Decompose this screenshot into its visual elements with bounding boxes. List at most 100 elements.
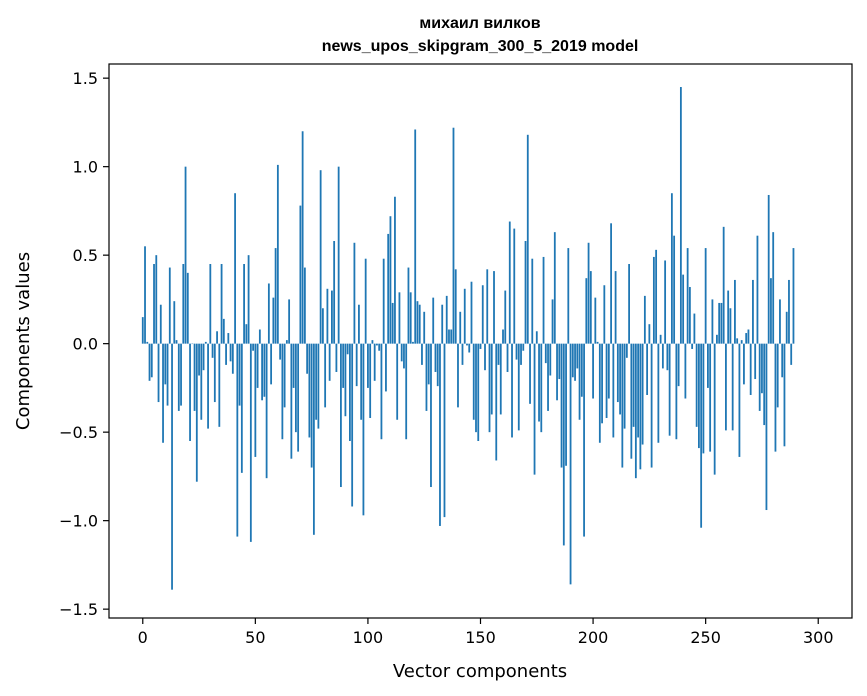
bar: [709, 343, 712, 452]
bar: [362, 343, 365, 516]
bar: [385, 343, 387, 392]
bar: [396, 343, 399, 420]
bar: [279, 343, 282, 360]
bar: [234, 193, 236, 344]
bar: [664, 260, 667, 344]
bar: [619, 343, 621, 415]
bar: [531, 258, 534, 344]
bar: [391, 302, 394, 344]
bar-series: [141, 87, 795, 590]
bar: [486, 269, 489, 344]
bar: [389, 216, 392, 344]
bar: [454, 269, 457, 344]
bar: [520, 343, 522, 365]
bar: [542, 256, 545, 344]
bar: [373, 343, 376, 381]
bar: [331, 290, 333, 344]
bar: [639, 343, 642, 470]
bar: [684, 343, 687, 399]
bar: [693, 313, 696, 344]
bar: [407, 267, 410, 344]
bar: [756, 235, 759, 344]
bar: [643, 295, 646, 344]
x-tick-label: 100: [353, 628, 384, 647]
bar: [792, 248, 795, 344]
bar: [209, 264, 212, 344]
bar: [538, 343, 540, 422]
bar: [740, 340, 743, 344]
bar: [592, 343, 594, 399]
bar: [353, 242, 356, 344]
bar: [216, 331, 218, 344]
bar: [265, 343, 268, 479]
bar: [551, 299, 554, 344]
bar: [430, 343, 432, 488]
bar: [722, 226, 725, 344]
bar: [349, 343, 351, 441]
bar: [589, 271, 592, 344]
bar: [418, 304, 421, 344]
bar: [171, 343, 173, 590]
bar: [180, 343, 182, 406]
bar: [702, 343, 705, 454]
bar: [220, 264, 223, 344]
bar: [558, 343, 561, 380]
bar: [630, 343, 633, 459]
bar: [547, 343, 549, 411]
bar: [650, 343, 653, 468]
bar: [675, 343, 678, 440]
bar: [670, 193, 673, 344]
bar: [247, 255, 250, 344]
bar: [700, 343, 703, 528]
bar: [562, 343, 565, 546]
bar: [274, 248, 277, 344]
bar: [788, 279, 790, 344]
bar: [459, 311, 462, 344]
bar: [481, 285, 484, 344]
bar: [661, 343, 664, 369]
bar: [400, 343, 403, 362]
bar: [340, 343, 342, 488]
bar: [745, 333, 748, 344]
bar: [749, 343, 752, 395]
bar: [679, 87, 682, 344]
bar: [522, 343, 525, 351]
bar: [364, 258, 367, 344]
bar: [445, 295, 448, 344]
bar: [450, 329, 453, 344]
bar: [315, 343, 318, 420]
bar: [337, 166, 340, 344]
x-tick-label: 150: [465, 628, 496, 647]
bar: [761, 343, 763, 394]
bar: [189, 343, 191, 441]
bar: [632, 343, 635, 427]
bar: [623, 343, 626, 429]
bar: [506, 343, 509, 372]
x-tick-label: 200: [578, 628, 609, 647]
bar: [148, 343, 151, 381]
bar: [272, 297, 275, 344]
bar: [648, 324, 651, 344]
bar: [441, 304, 444, 344]
bar: [346, 343, 349, 355]
bar: [427, 343, 430, 385]
bar: [457, 343, 459, 408]
bar: [342, 343, 345, 388]
y-axis-label: Components values: [13, 252, 34, 430]
bar: [668, 343, 671, 436]
bar: [743, 343, 745, 385]
bar: [616, 343, 619, 403]
bar: [774, 343, 777, 452]
bar: [367, 343, 369, 388]
bar: [524, 241, 527, 344]
bar: [204, 341, 207, 344]
bar: [767, 194, 770, 344]
bar: [398, 292, 401, 344]
bar: [560, 343, 563, 468]
bar: [598, 343, 601, 443]
bar: [254, 343, 257, 457]
bar: [155, 255, 158, 344]
bar: [184, 166, 187, 344]
bar: [688, 287, 691, 344]
bar: [416, 301, 419, 344]
